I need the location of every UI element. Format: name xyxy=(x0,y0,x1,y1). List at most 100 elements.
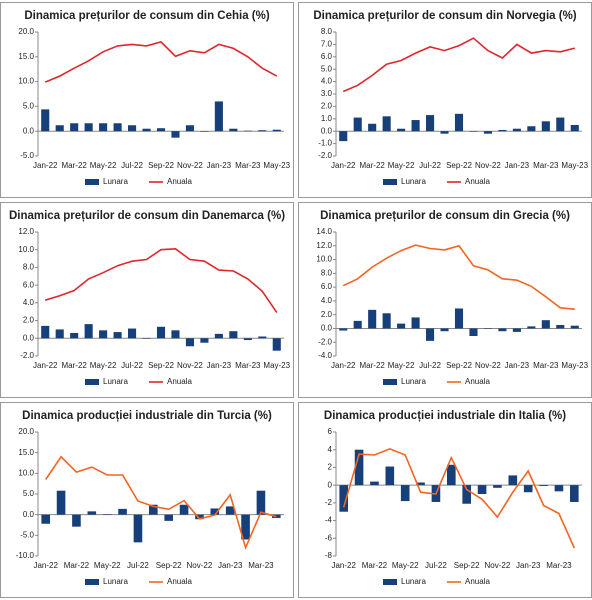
x-tick-label: May-22 xyxy=(90,361,117,370)
x-tick-label: Nov-22 xyxy=(187,561,213,570)
x-tick-label: Nov-22 xyxy=(475,361,501,370)
y-tick-label: -1.0 xyxy=(318,139,332,148)
y-tick-label: 10.0 xyxy=(18,245,34,254)
bar xyxy=(426,328,435,341)
y-tick-label: -4 xyxy=(325,516,333,525)
x-tick-label: May-23 xyxy=(263,361,290,370)
legend-label: Anuala xyxy=(465,577,490,586)
y-tick-label: 10.0 xyxy=(18,468,34,477)
y-tick-label: -10.0 xyxy=(16,551,35,560)
x-tick-label: Jan-23 xyxy=(505,361,530,370)
bar xyxy=(128,328,137,339)
y-tick-label: 7.0 xyxy=(321,40,333,49)
x-tick-label: Mar-23 xyxy=(235,161,261,170)
bar xyxy=(272,129,281,132)
bar xyxy=(241,514,250,540)
bar xyxy=(382,116,391,132)
x-tick-label: Nov-22 xyxy=(177,161,203,170)
bar xyxy=(454,308,464,329)
bar xyxy=(200,131,209,132)
y-tick-label: -5.0 xyxy=(20,151,34,160)
bar xyxy=(440,328,449,332)
bar xyxy=(149,504,158,515)
bar xyxy=(70,123,79,132)
y-tick-label: 0.0 xyxy=(321,324,333,333)
x-tick-label: Jan-23 xyxy=(218,561,243,570)
chart-title: Dinamica prețurilor de consum din Norveg… xyxy=(313,10,576,22)
bar xyxy=(508,475,518,486)
line-series xyxy=(44,247,278,314)
x-tick-label: Mar-23 xyxy=(248,561,274,570)
bar xyxy=(354,449,364,486)
line-series xyxy=(342,37,575,93)
x-tick-label: Mar-22 xyxy=(62,361,88,370)
x-tick-label: Sep-22 xyxy=(148,361,174,370)
x-tick-label: May-23 xyxy=(263,161,290,170)
bar xyxy=(397,128,406,132)
y-tick-label: -2.0 xyxy=(318,151,332,160)
bar xyxy=(171,131,180,138)
bar xyxy=(229,128,238,132)
line-series xyxy=(44,41,278,83)
bar xyxy=(539,485,548,487)
bar xyxy=(469,131,478,132)
bar xyxy=(56,490,66,515)
bar xyxy=(41,109,50,132)
y-tick-label: 6.0 xyxy=(23,280,35,289)
x-tick-label: Mar-22 xyxy=(64,561,90,570)
y-tick-label: 3.0 xyxy=(321,89,333,98)
y-tick-label: 4.0 xyxy=(23,298,35,307)
bar xyxy=(171,330,180,339)
bar xyxy=(113,123,122,132)
y-tick-label: 10.0 xyxy=(18,77,34,86)
legend-label: Lunara xyxy=(103,377,128,386)
bar xyxy=(556,325,565,329)
bar xyxy=(370,481,379,486)
bar xyxy=(483,131,492,134)
bar xyxy=(113,332,122,339)
x-tick-label: May-22 xyxy=(388,361,415,370)
bar xyxy=(164,514,173,521)
x-tick-label: May-22 xyxy=(90,161,117,170)
x-tick-label: Nov-22 xyxy=(475,161,501,170)
bar xyxy=(339,131,348,142)
bar xyxy=(512,328,521,332)
bar xyxy=(70,332,79,339)
y-tick-label: 5.0 xyxy=(321,64,333,73)
bar xyxy=(477,485,487,494)
panel-border xyxy=(298,202,592,398)
bar xyxy=(243,338,252,341)
y-tick-label: 20.0 xyxy=(18,27,34,36)
y-tick-label: 2.0 xyxy=(321,310,333,319)
y-tick-label: 14.0 xyxy=(316,227,332,236)
chart-panel: Dinamica prețurilor de consum din Grecia… xyxy=(298,202,592,398)
x-tick-label: Mar-22 xyxy=(62,161,88,170)
bar xyxy=(102,514,112,515)
x-tick-label: Jul-22 xyxy=(419,161,441,170)
chart-panel: Dinamica producției industriale din Ital… xyxy=(298,402,592,598)
legend-label: Anuala xyxy=(167,577,192,586)
x-tick-label: Jul-22 xyxy=(419,361,441,370)
y-tick-label: -8 xyxy=(325,551,333,560)
bar xyxy=(454,113,464,132)
line-series xyxy=(342,447,576,549)
x-tick-label: Jan-23 xyxy=(207,161,232,170)
y-tick-label: 4 xyxy=(328,445,333,454)
x-tick-label: Sep-22 xyxy=(454,561,480,570)
x-tick-label: Jul-22 xyxy=(425,561,447,570)
x-tick-label: Jan-22 xyxy=(33,361,58,370)
bar xyxy=(368,123,377,132)
legend-swatch xyxy=(383,379,397,385)
bar xyxy=(41,514,50,524)
bar xyxy=(339,485,348,512)
y-tick-label: 10.0 xyxy=(316,255,332,264)
x-tick-label: Mar-23 xyxy=(533,161,559,170)
bar xyxy=(527,126,536,132)
bar xyxy=(128,125,137,132)
legend-label: Lunara xyxy=(103,177,128,186)
y-tick-label: 15.0 xyxy=(18,448,34,457)
legend-label: Anuala xyxy=(167,377,192,386)
bar xyxy=(84,123,93,132)
bar xyxy=(195,514,204,520)
